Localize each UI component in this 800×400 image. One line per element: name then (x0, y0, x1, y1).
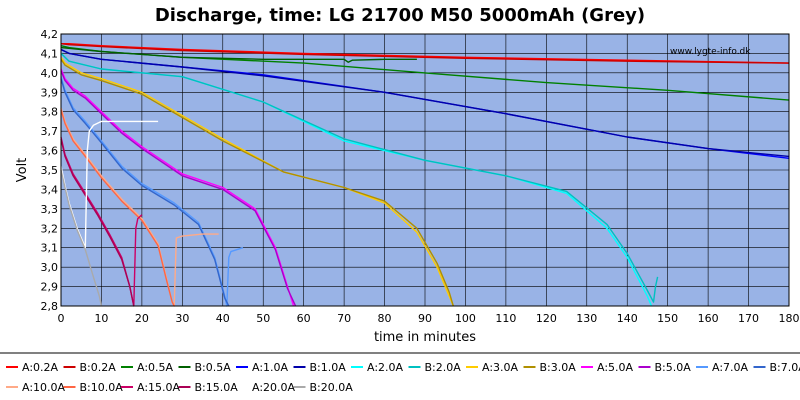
x-tick-label: 170 (738, 312, 759, 325)
x-tick-label: 10 (94, 312, 108, 325)
y-tick-label: 3,4 (41, 183, 59, 196)
legend-label: B:3.0A (540, 361, 577, 374)
series-line-a-0-2a (61, 43, 790, 64)
series-line-b-1-0a (60, 48, 790, 158)
y-tick-label: 3,1 (41, 242, 59, 255)
legend-label: B:2.0A (425, 361, 462, 374)
x-tick-label: 50 (256, 312, 270, 325)
x-tick-label: 160 (698, 312, 719, 325)
y-axis-ticks: 2,8 2,9 3,0 3,1 3,2 3,3 3,4 3,5 3,6 3,7 3,8 3,9 4,0 4… (41, 28, 59, 313)
y-tick-label: 3,2 (41, 222, 59, 235)
x-tick-label: 70 (337, 312, 351, 325)
watermark-text: www.lygte-info.dk (670, 47, 751, 57)
legend-label: A:20.0A (252, 381, 296, 394)
x-tick-label: 120 (536, 312, 557, 325)
x-tick-label: 90 (418, 312, 432, 325)
x-tick-label: 150 (657, 312, 678, 325)
y-tick-label: 3,3 (41, 203, 59, 216)
y-tick-label: 3,5 (41, 164, 59, 177)
legend-label: A:3.0A (482, 361, 519, 374)
y-tick-label: 2,8 (41, 300, 59, 313)
series-line-b-7-0a (60, 78, 230, 307)
x-tick-label: 80 (378, 312, 392, 325)
legend: A:0.2A B:0.2A A:0.5A B:0.5A A:1.0A B:1.0A A:2.… (6, 361, 800, 394)
y-axis-label: Volt (15, 158, 30, 183)
x-tick-label: 30 (175, 312, 189, 325)
series-line-a-5-0a (60, 68, 295, 307)
x-tick-label: 0 (58, 312, 65, 325)
series-lines (60, 43, 790, 307)
y-tick-label: 3,0 (41, 261, 59, 274)
y-tick-label: 3,6 (41, 145, 59, 158)
legend-label: A:0.5A (137, 361, 174, 374)
legend-label: B:0.5A (195, 361, 232, 374)
x-tick-label: 180 (779, 312, 800, 325)
series-line-b-10-0a (60, 109, 175, 307)
y-tick-label: 3,7 (41, 125, 59, 138)
series-line-a-10-0a (60, 107, 219, 307)
legend-label: A:1.0A (252, 361, 289, 374)
legend-label: A:10.0A (22, 381, 66, 394)
legend-label: B:10.0A (80, 381, 124, 394)
x-axis-label: time in minutes (374, 330, 476, 345)
chart-title: Discharge, time: LG 21700 M50 5000mAh (G… (155, 5, 645, 26)
x-tick-label: 100 (455, 312, 476, 325)
series-line-a-3-0a (60, 56, 454, 307)
series-line-a-15-0a (60, 136, 143, 307)
legend-label: B:0.2A (80, 361, 117, 374)
series-line-b-2-0a (60, 52, 659, 303)
y-tick-label: 2,9 (41, 281, 59, 294)
legend-label: A:0.2A (22, 361, 59, 374)
x-tick-label: 140 (617, 312, 638, 325)
series-line-b-20-0a (60, 169, 103, 307)
y-tick-label: 3,9 (41, 86, 59, 99)
x-tick-label: 40 (216, 312, 230, 325)
series-line-b-15-0a (60, 138, 135, 307)
y-tick-label: 3,8 (41, 106, 59, 119)
y-tick-label: 4,1 (41, 47, 59, 60)
x-axis-ticks: 0 10 20 30 40 50 60 70 80 90 100 110 120 130 140 150 160… (58, 312, 800, 325)
x-tick-label: 110 (495, 312, 516, 325)
legend-label: A:2.0A (367, 361, 404, 374)
legend-label: A:7.0A (712, 361, 749, 374)
series-line-b-5-0a (60, 70, 297, 307)
y-tick-label: 4,2 (41, 28, 59, 41)
legend-label: B:20.0A (310, 381, 354, 394)
x-tick-label: 130 (576, 312, 597, 325)
series-line-b-3-0a (60, 58, 454, 307)
series-line-b-0-5a (60, 46, 417, 63)
legend-label: B:7.0A (770, 361, 800, 374)
legend-label: B:1.0A (310, 361, 347, 374)
plot-border (60, 33, 790, 307)
legend-label: B:5.0A (655, 361, 692, 374)
series-line-b-0-2a (60, 43, 790, 64)
x-tick-label: 20 (135, 312, 149, 325)
x-tick-label: 60 (297, 312, 311, 325)
legend-label: A:5.0A (597, 361, 634, 374)
series-line-a-7-0a (60, 76, 244, 307)
legend-label: B:15.0A (195, 381, 239, 394)
legend-label: A:15.0A (137, 381, 181, 394)
y-tick-label: 4,0 (41, 67, 59, 80)
